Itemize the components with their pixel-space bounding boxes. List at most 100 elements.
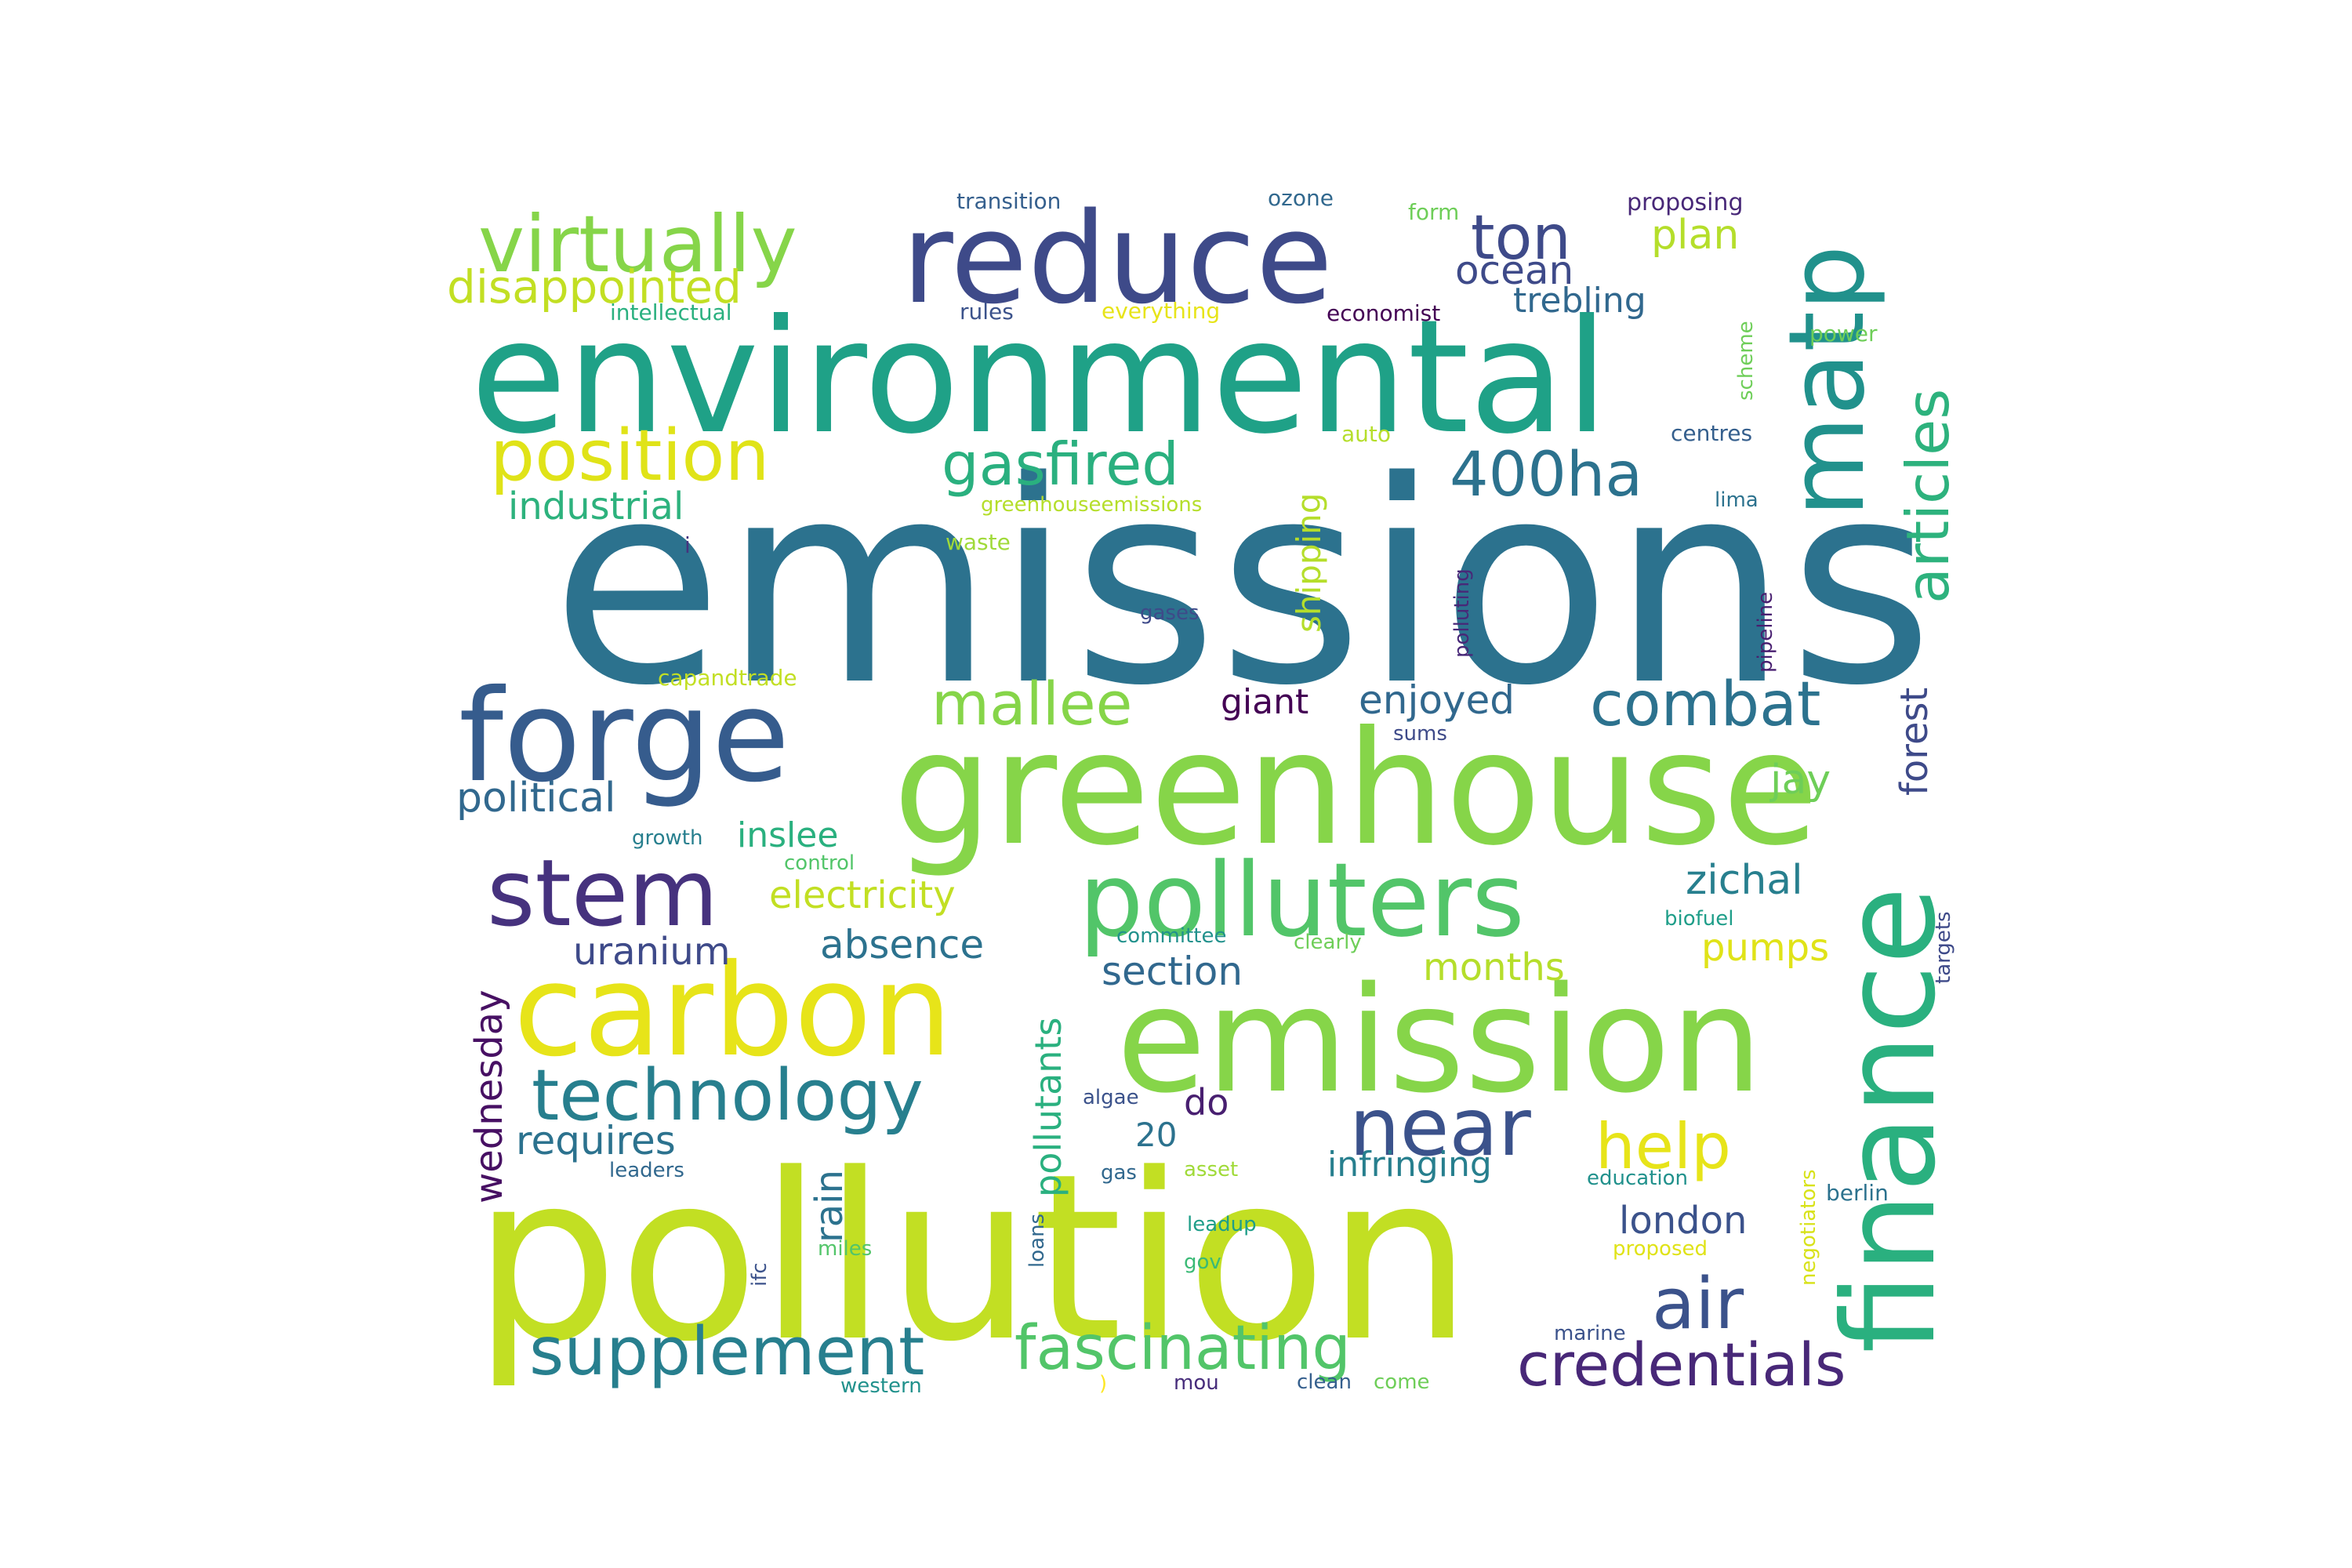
word-london: london	[1619, 1199, 1747, 1243]
word-mallee: mallee	[931, 669, 1132, 739]
word-everything: everything	[1102, 298, 1220, 324]
word-combat: combat	[1590, 670, 1820, 740]
word-virtually: virtually	[478, 198, 797, 290]
word-rules: rules	[960, 299, 1014, 325]
word-help: help	[1595, 1110, 1731, 1183]
word-stem: stem	[487, 839, 718, 947]
word-polluting: polluting	[1450, 568, 1474, 658]
word-form: form	[1408, 199, 1459, 225]
word-scheme: scheme	[1734, 321, 1758, 401]
word-section: section	[1102, 949, 1243, 994]
word-waste: waste	[946, 529, 1011, 555]
word-ton: ton	[1471, 203, 1571, 274]
word-technology: technology	[532, 1054, 924, 1137]
word-wednesday: wednesday	[467, 989, 511, 1203]
word-symbol: )	[1099, 1372, 1107, 1396]
word-infringing: infringing	[1327, 1145, 1492, 1185]
word-matp: matp	[1767, 245, 1888, 517]
word-education: education	[1587, 1167, 1688, 1190]
word-emission: emission	[1116, 955, 1762, 1125]
word-power: power	[1809, 321, 1878, 347]
word-months: months	[1423, 946, 1565, 989]
word-giant: giant	[1221, 682, 1308, 722]
word-proposed: proposed	[1613, 1237, 1708, 1261]
word-leadup: leadup	[1187, 1213, 1257, 1236]
word-intellectual: intellectual	[610, 299, 732, 325]
word-ifc: ifc	[748, 1262, 771, 1287]
word-air: air	[1652, 1263, 1744, 1345]
word-gases: gases	[1140, 601, 1200, 625]
word-absence: absence	[820, 922, 984, 967]
word-lima: lima	[1715, 488, 1759, 512]
word-committee: committee	[1116, 924, 1226, 948]
word-reduce: reduce	[902, 185, 1333, 332]
word-gas: gas	[1101, 1161, 1137, 1185]
word-carbon: carbon	[514, 938, 953, 1085]
word-greenhouse: greenhouse	[893, 698, 1819, 880]
word-credentials: credentials	[1517, 1330, 1846, 1399]
word-come: come	[1374, 1370, 1430, 1394]
word-uranium: uranium	[573, 930, 731, 974]
word-marine: marine	[1554, 1322, 1626, 1345]
word-loans: loans	[1025, 1214, 1049, 1268]
word-emissions: emissions	[551, 422, 1934, 746]
word-trebling: trebling	[1513, 281, 1646, 321]
word-economist: economist	[1327, 300, 1440, 326]
word-disappointed: disappointed	[447, 260, 742, 314]
word-centres: centres	[1671, 420, 1752, 446]
word-algae: algae	[1083, 1086, 1139, 1109]
word-growth: growth	[632, 826, 702, 850]
word-control: control	[784, 851, 855, 875]
word-pumps: pumps	[1701, 926, 1829, 970]
word-i: i	[684, 532, 691, 558]
word-berlin: berlin	[1826, 1180, 1889, 1206]
word-ocean: ocean	[1455, 248, 1573, 293]
word-enjoyed: enjoyed	[1359, 677, 1515, 723]
word-biofuel: biofuel	[1664, 907, 1734, 931]
word-clean: clean	[1297, 1370, 1352, 1394]
word-pollution: pollution	[473, 1125, 1472, 1392]
word-environmental: environmental	[470, 286, 1609, 469]
word-gov: gov	[1184, 1250, 1221, 1274]
word-sums: sums	[1393, 722, 1447, 746]
word-ozone: ozone	[1268, 185, 1334, 211]
word-capandtrade: capandtrade	[658, 665, 797, 691]
word-auto: auto	[1341, 421, 1391, 447]
word-articles: articles	[1893, 389, 1962, 604]
word-near: near	[1349, 1081, 1531, 1174]
word-proposing: proposing	[1627, 189, 1744, 216]
word-supplement: supplement	[529, 1313, 924, 1391]
word-pipeline: pipeline	[1754, 592, 1777, 673]
word-electricity: electricity	[769, 873, 956, 917]
word-polluters: polluters	[1079, 840, 1525, 960]
word-industrial: industrial	[508, 485, 684, 528]
word-mou: mou	[1174, 1371, 1219, 1395]
word-jay: jay	[1769, 757, 1831, 804]
word-do: do	[1184, 1081, 1229, 1123]
word-western: western	[840, 1374, 922, 1398]
word-transition: transition	[956, 188, 1061, 214]
word-zichal: zichal	[1686, 857, 1803, 904]
word-400ha: 400ha	[1450, 440, 1642, 510]
word-20: 20	[1135, 1116, 1177, 1154]
word-position: position	[490, 415, 769, 497]
word-negotiators: negotiators	[1797, 1169, 1820, 1286]
word-rain: rain	[808, 1170, 851, 1243]
word-greenhouseemissions: greenhouseemissions	[981, 493, 1202, 517]
word-forge: forge	[459, 663, 789, 811]
word-miles: miles	[818, 1237, 872, 1261]
word-fascinating: fascinating	[1014, 1313, 1351, 1384]
word-plan: plan	[1651, 212, 1739, 259]
word-shipping: shipping	[1290, 493, 1328, 633]
word-clearly: clearly	[1294, 931, 1362, 954]
word-targets: targets	[1932, 911, 1955, 984]
word-asset: asset	[1184, 1158, 1238, 1181]
word-political: political	[456, 775, 615, 822]
word-inslee: inslee	[737, 815, 838, 855]
word-leaders: leaders	[609, 1159, 684, 1182]
word-forest: forest	[1893, 688, 1936, 796]
word-finance: finance	[1817, 887, 1964, 1353]
word-requires: requires	[516, 1118, 676, 1163]
word-pollutants: pollutants	[1027, 1018, 1069, 1197]
